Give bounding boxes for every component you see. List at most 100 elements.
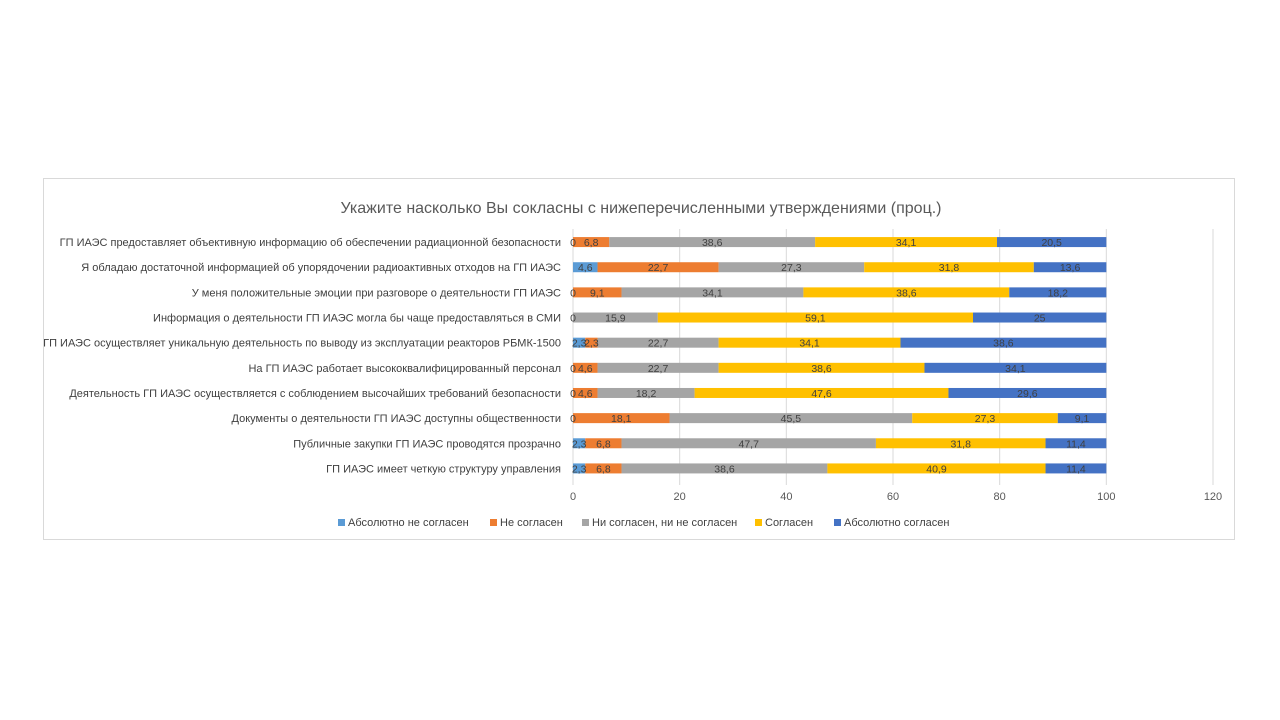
data-label: 31,8 xyxy=(939,262,960,274)
legend-item: Не согласен xyxy=(490,517,563,529)
data-label: 13,6 xyxy=(1060,262,1081,274)
category-label: Я обладаю достаточной информацией об упо… xyxy=(81,262,561,274)
bar-segment xyxy=(597,387,695,398)
bar-segment xyxy=(815,237,997,248)
data-label: 11,4 xyxy=(1066,438,1086,450)
bar-segment xyxy=(621,463,828,474)
bar-segment xyxy=(948,387,1107,398)
category-label: Информация о деятельности ГП ИАЭС могла … xyxy=(153,313,561,325)
legend-swatch xyxy=(582,519,589,526)
data-label: 38,6 xyxy=(702,237,723,249)
bar-segment xyxy=(864,262,1034,273)
category-label: ГП ИАЭС осуществляет уникальную деятельн… xyxy=(44,338,561,350)
category-label: Документы о деятельности ГП ИАЭС доступн… xyxy=(232,413,561,425)
x-axis-ticks: 0 20 40 60 80 100 120 xyxy=(570,491,1222,503)
data-label: 4,6 xyxy=(578,262,593,274)
data-label: 2,3 xyxy=(572,463,587,475)
category-label: ГП ИАЭС предоставляет объективную информ… xyxy=(60,237,561,249)
data-label: 45,5 xyxy=(781,413,802,425)
zero-data-label: 0 xyxy=(570,388,576,400)
data-label: 34,1 xyxy=(896,237,917,249)
bar-segment xyxy=(621,438,876,449)
data-label: 34,1 xyxy=(702,287,723,299)
bar-segment xyxy=(718,362,925,373)
bar-segment xyxy=(912,413,1058,424)
bar-segment xyxy=(900,337,1107,348)
data-label: 2,3 xyxy=(584,338,599,350)
chart-title: Укажите насколько Вы сокласны с нижепере… xyxy=(340,200,941,217)
data-label: 4,6 xyxy=(578,363,593,375)
data-label: 2,3 xyxy=(572,438,587,450)
data-label: 9,1 xyxy=(1075,413,1090,425)
category-labels: ГП ИАЭС предоставляет объективную информ… xyxy=(44,237,561,475)
bars xyxy=(573,237,1107,474)
zero-data-label: 0 xyxy=(570,413,576,425)
bar-segment xyxy=(585,438,622,449)
data-label: 9,1 xyxy=(590,287,605,299)
data-label: 6,8 xyxy=(596,463,611,475)
bar-segment xyxy=(573,362,598,373)
data-label: 18,2 xyxy=(636,388,657,400)
bar-segment xyxy=(997,237,1107,248)
bar-segment xyxy=(585,463,622,474)
category-label: Деятельность ГП ИАЭС осуществляется с со… xyxy=(69,388,561,400)
data-label: 2,3 xyxy=(572,338,587,350)
bar-segment xyxy=(573,413,670,424)
category-label: На ГП ИАЭС работает высококвалифицирован… xyxy=(248,363,561,375)
legend-label: Абсолютно согласен xyxy=(844,517,949,529)
bar-segment xyxy=(621,287,804,298)
category-label: ГП ИАЭС имеет четкую структуру управлени… xyxy=(326,463,561,475)
bar-segment xyxy=(718,262,865,273)
bar-segment xyxy=(597,362,719,373)
bar-segment xyxy=(573,387,598,398)
bar-segment xyxy=(1057,413,1107,424)
x-tick-label: 0 xyxy=(570,491,576,503)
bar-segment xyxy=(573,438,586,449)
bar-segment xyxy=(1009,287,1107,298)
data-label: 34,1 xyxy=(799,338,820,350)
legend-item: Абсолютно не согласен xyxy=(338,517,469,529)
bar-segment xyxy=(718,337,901,348)
data-label: 27,3 xyxy=(975,413,996,425)
data-label: 29,6 xyxy=(1017,388,1038,400)
zero-data-label: 0 xyxy=(570,313,576,325)
bar-segment xyxy=(694,387,949,398)
category-label: Публичные закупки ГП ИАЭС проводятся про… xyxy=(293,438,561,450)
x-tick-label: 20 xyxy=(674,491,686,503)
x-tick-label: 80 xyxy=(994,491,1006,503)
x-tick-label: 60 xyxy=(887,491,899,503)
zero-data-label: 0 xyxy=(570,237,576,249)
data-label: 38,6 xyxy=(811,363,832,375)
data-labels: 6,8 38,6 34,1 20,504,6 22,7 27,3 31,8 13,69,1 34… xyxy=(570,237,1089,475)
bar-segment xyxy=(597,337,719,348)
bar-segment xyxy=(573,312,658,323)
data-label: 18,1 xyxy=(611,413,632,425)
legend-swatch xyxy=(338,519,345,526)
legend-swatch xyxy=(834,519,841,526)
bar-segment xyxy=(573,463,586,474)
data-label: 22,7 xyxy=(648,338,669,350)
zero-data-label: 0 xyxy=(570,363,576,375)
data-label: 22,7 xyxy=(648,262,669,274)
bar-segment xyxy=(573,337,586,348)
data-label: 20,5 xyxy=(1041,237,1062,249)
bar-segment xyxy=(803,287,1010,298)
bar-segment xyxy=(585,337,598,348)
bar-segment xyxy=(924,362,1107,373)
legend-label: Абсолютно не согласен xyxy=(348,517,469,529)
data-label: 15,9 xyxy=(605,313,626,325)
bar-segment xyxy=(973,312,1107,323)
zero-data-label: 0 xyxy=(570,287,576,299)
bar-segment xyxy=(875,438,1046,449)
legend-swatch xyxy=(490,519,497,526)
bar-segment xyxy=(609,237,816,248)
data-label: 11,4 xyxy=(1066,463,1086,475)
data-label: 6,8 xyxy=(596,438,611,450)
bar-segment xyxy=(573,287,622,298)
category-label: У меня положительные эмоции при разговор… xyxy=(192,287,561,299)
x-tick-label: 40 xyxy=(780,491,792,503)
data-label: 38,6 xyxy=(714,463,735,475)
bar-segment xyxy=(573,237,610,248)
bar-segment xyxy=(669,413,913,424)
